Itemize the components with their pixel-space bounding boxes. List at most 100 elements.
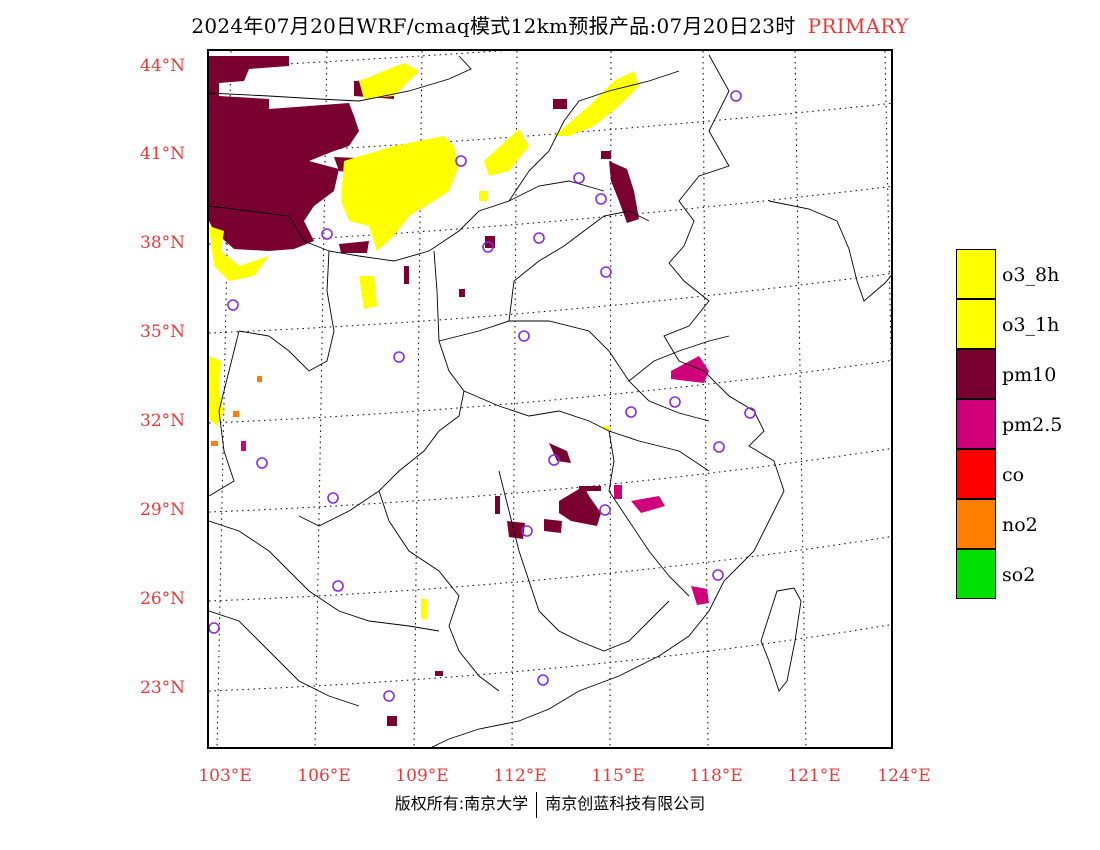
lat-label-23: 23°N: [140, 678, 186, 698]
legend-swatch: [956, 449, 996, 499]
station-marker: [533, 232, 545, 244]
copyright-divider: [536, 791, 538, 818]
meridian-line: [511, 51, 518, 747]
lon-label-121: 121°E: [787, 766, 841, 786]
province-boundary: [508, 210, 650, 322]
no2-speck: [211, 441, 218, 446]
copyright-left: 版权所有:南京大学: [394, 794, 529, 813]
china-north-border: [209, 55, 472, 102]
parallel-line: [209, 448, 891, 513]
pm25-region-fujian: [691, 586, 709, 605]
title-text: 2024年07月20日WRF/cmaq模式12km预报产品:07月20日23时: [191, 14, 796, 38]
station-marker: [713, 441, 725, 453]
station-marker: [393, 351, 405, 363]
copyright-right: 南京创蓝科技有限公司: [545, 794, 706, 813]
map-canvas: [209, 51, 891, 747]
meridian-line: [702, 51, 709, 747]
pm10-region-northwest: [209, 56, 359, 251]
pm10-speck: [553, 99, 567, 109]
parallel-line: [209, 51, 505, 69]
parallel-line: [209, 536, 891, 602]
no2-speck: [233, 411, 239, 417]
pm25-speck: [241, 441, 246, 451]
station-marker: [256, 457, 268, 469]
legend-label: o3_8h: [1002, 264, 1060, 286]
pm10-region: [601, 151, 611, 159]
lon-label-124: 124°E: [877, 766, 931, 786]
station-marker: [521, 525, 533, 537]
lon-label-103: 103°E: [198, 766, 252, 786]
coastline: [431, 54, 785, 747]
province-boundary: [209, 330, 240, 497]
lon-label-115: 115°E: [591, 766, 645, 786]
pollutant-field: [209, 56, 709, 726]
station-marker: [518, 330, 530, 342]
o3-region: [359, 276, 377, 309]
korea-coast: [768, 200, 891, 302]
lon-label-118: 118°E: [689, 766, 743, 786]
lon-label-106: 106°E: [297, 766, 351, 786]
meridian-line: [884, 51, 891, 377]
legend-label: pm2.5: [1002, 414, 1063, 436]
legend-label: pm10: [1002, 364, 1057, 386]
parallel-line: [209, 360, 891, 424]
legend-swatch: [956, 299, 996, 349]
pm10-speck: [404, 266, 409, 284]
province-boundary: [608, 430, 690, 597]
province-boundary: [298, 250, 465, 527]
pm10-speck: [459, 289, 465, 297]
o3-region-west: [209, 226, 269, 281]
meridian-line: [794, 51, 807, 747]
pm10-speck: [495, 496, 500, 514]
station-marker: [600, 266, 612, 278]
legend-label: no2: [1002, 514, 1038, 536]
o3-region-north: [341, 136, 459, 251]
legend-label: so2: [1002, 564, 1036, 586]
station-marker: [227, 299, 239, 311]
pm10-speck: [387, 716, 397, 726]
pm10-region: [549, 443, 571, 463]
legend-swatch: [956, 399, 996, 449]
o3-speck: [479, 191, 487, 201]
station-marker: [730, 90, 742, 102]
legend-swatch: [956, 499, 996, 549]
o3-region-northeast: [554, 71, 639, 136]
province-boundary: [498, 470, 670, 652]
pm10-speck: [435, 671, 443, 676]
parallel-line: [209, 273, 891, 334]
station-marker: [744, 407, 756, 419]
o3-speck: [604, 426, 610, 430]
pm25-region-jiangxi: [631, 496, 665, 513]
station-marker: [669, 396, 681, 408]
no2-speck: [257, 376, 262, 382]
o3-region-west: [209, 356, 224, 426]
pm25-speck: [614, 485, 622, 499]
parallel-line: [209, 624, 891, 692]
province-boundary: [463, 390, 710, 472]
station-marker: [455, 155, 467, 167]
lat-label-26: 26°N: [140, 589, 186, 609]
province-boundary: [209, 180, 605, 262]
pm10-region-central: [559, 486, 601, 526]
province-boundary: [508, 70, 680, 202]
legend-swatch: [956, 549, 996, 599]
title-tag: PRIMARY: [807, 14, 909, 38]
pm25-region-jiangsu: [671, 356, 709, 383]
province-boundary: [438, 320, 710, 422]
legend-label: co: [1002, 464, 1025, 486]
station-marker: [383, 690, 395, 702]
lon-label-112: 112°E: [493, 766, 547, 786]
province-boundary: [378, 490, 500, 692]
pm10-region: [507, 521, 525, 539]
pm10-region: [544, 519, 562, 533]
province-boundaries: [209, 54, 891, 747]
lon-label-109: 109°E: [395, 766, 449, 786]
lat-label-44: 44°N: [140, 56, 186, 76]
station-markers: [209, 90, 756, 702]
lat-label-32: 32°N: [140, 411, 186, 431]
lat-label-41: 41°N: [140, 144, 186, 164]
legend-swatch: [956, 349, 996, 399]
station-marker: [209, 622, 220, 634]
legend-label: o3_1h: [1002, 314, 1060, 336]
station-marker: [548, 454, 560, 466]
